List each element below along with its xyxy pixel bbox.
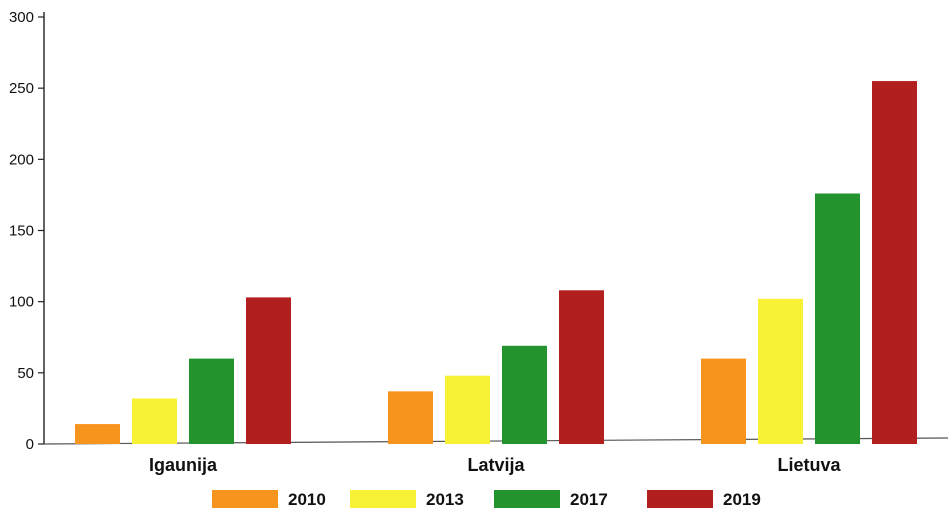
bar-latvija-2017 bbox=[502, 345, 547, 444]
bar-latvija-2013 bbox=[445, 375, 490, 444]
bar-latvija-2010 bbox=[388, 391, 433, 444]
y-tick-label: 300 bbox=[9, 9, 34, 26]
legend-item: 2010 bbox=[212, 490, 326, 509]
y-axis: 0 50 100 150 200 250 300 bbox=[9, 9, 45, 453]
legend-item: 2019 bbox=[647, 490, 761, 509]
y-tick-label: 200 bbox=[9, 151, 34, 168]
bar-latvija-2019 bbox=[559, 290, 604, 444]
category-labels: Igaunija Latvija Lietuva bbox=[149, 455, 841, 475]
bar-igaunija-2017 bbox=[189, 358, 234, 444]
legend-label: 2017 bbox=[570, 490, 608, 509]
y-tick-label: 150 bbox=[9, 223, 34, 240]
bar-lietuva-2010 bbox=[701, 358, 746, 444]
x-axis-line bbox=[43, 437, 949, 445]
legend-item: 2013 bbox=[350, 490, 464, 509]
bar-igaunija-2019 bbox=[246, 297, 291, 444]
legend-label: 2013 bbox=[426, 490, 464, 509]
legend-label: 2019 bbox=[723, 490, 761, 509]
bar-lietuva-2017 bbox=[815, 193, 860, 444]
y-tick-label: 50 bbox=[17, 365, 34, 382]
y-tick-label: 250 bbox=[9, 80, 34, 97]
bar-lietuva-2019 bbox=[872, 81, 917, 445]
x-axis bbox=[43, 437, 949, 445]
legend-swatch bbox=[494, 490, 560, 508]
legend-label: 2010 bbox=[288, 490, 326, 509]
legend-swatch bbox=[350, 490, 416, 508]
legend-swatch bbox=[212, 490, 278, 508]
y-tick-label: 100 bbox=[9, 294, 34, 311]
category-label: Latvija bbox=[467, 455, 525, 475]
y-tick-label: 0 bbox=[26, 436, 34, 453]
legend-swatch bbox=[647, 490, 713, 508]
legend: 2010 2013 2017 2019 bbox=[212, 490, 761, 509]
bar-igaunija-2010 bbox=[75, 424, 120, 444]
category-label: Igaunija bbox=[149, 455, 218, 475]
category-label: Lietuva bbox=[777, 455, 841, 475]
bar-igaunija-2013 bbox=[132, 398, 177, 444]
bars bbox=[75, 81, 917, 445]
legend-item: 2017 bbox=[494, 490, 608, 509]
bar-lietuva-2013 bbox=[758, 298, 803, 444]
